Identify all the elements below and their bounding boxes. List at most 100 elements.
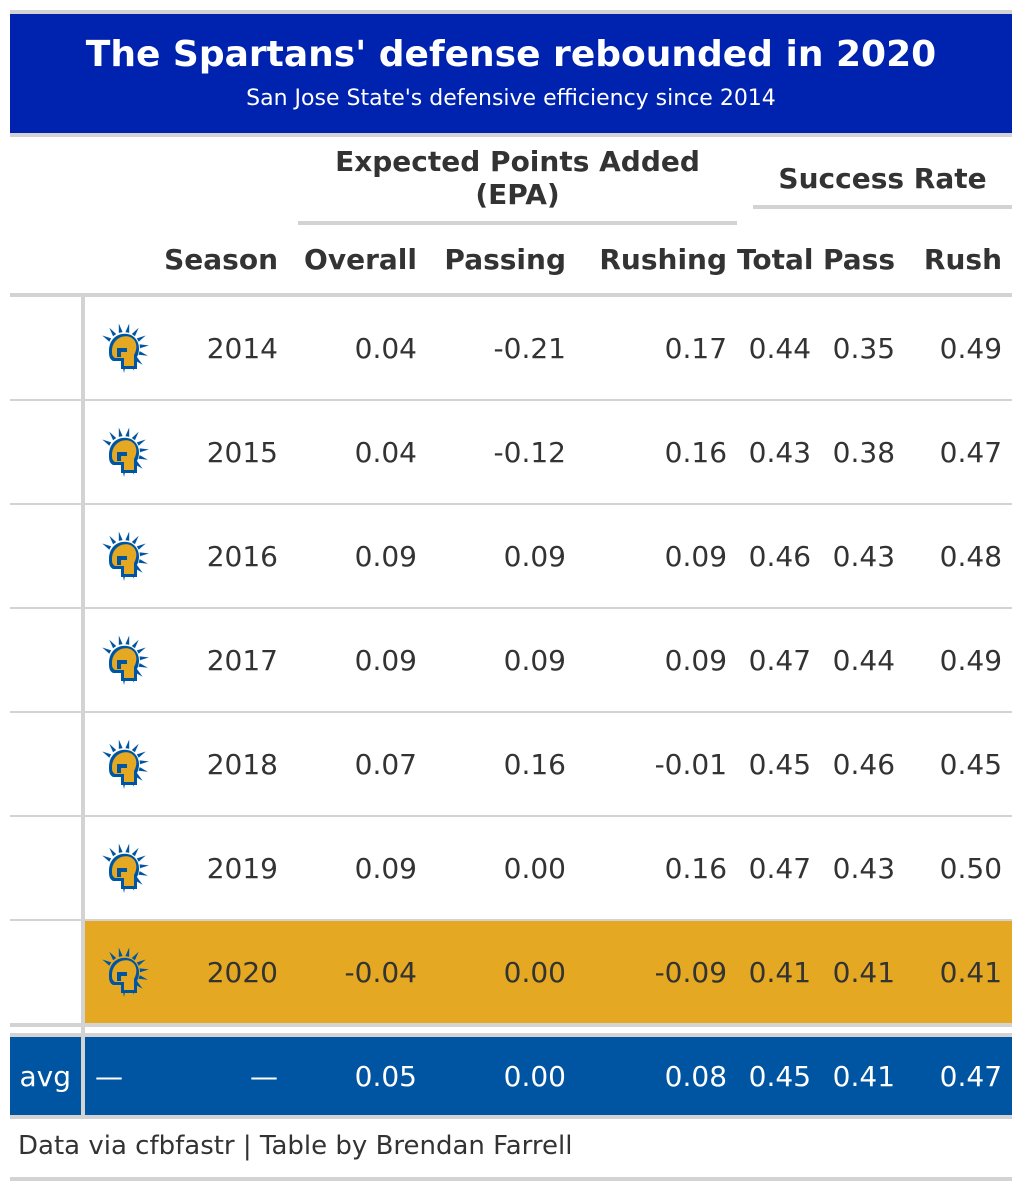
row-stub (10, 295, 85, 401)
cell-overall: 0.04 (288, 295, 427, 401)
table-row: 2014 0.04 -0.21 0.17 0.44 0.35 0.49 (10, 295, 1013, 401)
cell-rush: 0.45 (905, 712, 1013, 817)
summary-rush: 0.47 (905, 1035, 1013, 1115)
spartan-helmet-icon (99, 529, 149, 583)
cell-pass: 0.35 (821, 295, 906, 401)
team-logo-cell (83, 400, 156, 505)
source-note: Data via cfbfastr | Table by Brendan Far… (18, 1131, 573, 1161)
cell-overall: 0.09 (288, 608, 427, 713)
cell-rushing: 0.16 (576, 400, 738, 505)
cell-rush: 0.49 (905, 295, 1013, 401)
cell-pass: 0.43 (821, 504, 906, 609)
column-header-row: Season Overall Passing Rushing Total Pas… (10, 225, 1013, 297)
cell-total: 0.46 (737, 504, 822, 609)
col-total: Total (737, 225, 822, 297)
header-rule (10, 133, 1012, 137)
spanner-row: Expected Points Added (EPA) Success Rate (10, 137, 1013, 225)
summary-pass: 0.41 (821, 1035, 906, 1115)
cell-pass: 0.43 (821, 816, 906, 921)
row-stub (10, 920, 85, 1027)
summary-row: avg — — 0.05 0.00 0.08 0.45 0.41 0.47 (10, 1035, 1013, 1115)
cell-overall: -0.04 (288, 920, 427, 1027)
cell-passing: 0.09 (427, 608, 576, 713)
cell-passing: 0.00 (427, 920, 576, 1027)
col-pass: Pass (821, 225, 906, 297)
cell-passing: 0.09 (427, 504, 576, 609)
table-row: 2020 -0.04 0.00 -0.09 0.41 0.41 0.41 (10, 920, 1013, 1027)
cell-rush: 0.48 (905, 504, 1013, 609)
spartan-helmet-icon (99, 425, 149, 479)
cell-total: 0.41 (737, 920, 822, 1027)
cell-rush: 0.50 (905, 816, 1013, 921)
team-logo-cell (83, 920, 156, 1027)
spanner-epa: Expected Points Added (EPA) (298, 137, 738, 225)
cell-rushing: 0.09 (576, 608, 738, 713)
col-rush: Rush (905, 225, 1013, 297)
summary-passing: 0.00 (427, 1035, 576, 1115)
top-rule (10, 10, 1012, 14)
team-logo-cell (83, 295, 156, 401)
cell-passing: 0.16 (427, 712, 576, 817)
cell-pass: 0.38 (821, 400, 906, 505)
spartan-helmet-icon (99, 841, 149, 895)
cell-rushing: 0.16 (576, 816, 738, 921)
cell-season: 2015 (156, 400, 288, 505)
col-passing: Passing (427, 225, 576, 297)
cell-total: 0.47 (737, 816, 822, 921)
cell-overall: 0.07 (288, 712, 427, 817)
cell-passing: -0.21 (427, 295, 576, 401)
table-header: The Spartans' defense rebounded in 2020 … (10, 14, 1012, 133)
cell-season: 2016 (156, 504, 288, 609)
row-stub (10, 504, 85, 609)
summary-logo-cell: — (83, 1035, 156, 1115)
team-logo-cell (83, 816, 156, 921)
cell-rushing: -0.01 (576, 712, 738, 817)
cell-season: 2019 (156, 816, 288, 921)
row-stub (10, 816, 85, 921)
spartan-helmet-icon (99, 945, 149, 999)
cell-passing: 0.00 (427, 816, 576, 921)
summary-season: — (156, 1035, 288, 1115)
cell-season: 2018 (156, 712, 288, 817)
table-row: 2016 0.09 0.09 0.09 0.46 0.43 0.48 (10, 504, 1013, 609)
cell-overall: 0.09 (288, 504, 427, 609)
table-row: 2015 0.04 -0.12 0.16 0.43 0.38 0.47 (10, 400, 1013, 505)
team-logo-cell (83, 712, 156, 817)
cell-total: 0.44 (737, 295, 822, 401)
cell-season: 2017 (156, 608, 288, 713)
cell-pass: 0.41 (821, 920, 906, 1027)
cell-total: 0.45 (737, 712, 822, 817)
cell-total: 0.43 (737, 400, 822, 505)
cell-pass: 0.44 (821, 608, 906, 713)
table-container: The Spartans' defense rebounded in 2020 … (10, 10, 1013, 1181)
cell-season: 2020 (156, 920, 288, 1027)
table-row: 2017 0.09 0.09 0.09 0.47 0.44 0.49 (10, 608, 1013, 713)
bottom-rule (10, 1177, 1012, 1181)
row-stub (10, 608, 85, 713)
spartan-helmet-icon (99, 737, 149, 791)
col-season: Season (156, 225, 288, 297)
summary-overall: 0.05 (288, 1035, 427, 1115)
cell-rush: 0.41 (905, 920, 1013, 1027)
table-body: 2014 0.04 -0.21 0.17 0.44 0.35 0.49 2015 0.04 -0.… (10, 295, 1013, 1027)
spanner-success-rate: Success Rate (753, 154, 1013, 209)
table-row: 2018 0.07 0.16 -0.01 0.45 0.46 0.45 (10, 712, 1013, 817)
summary-gap (10, 1025, 1013, 1037)
row-stub (10, 400, 85, 505)
table-title: The Spartans' defense rebounded in 2020 (85, 34, 937, 75)
cell-passing: -0.12 (427, 400, 576, 505)
col-overall: Overall (288, 225, 427, 297)
cell-pass: 0.46 (821, 712, 906, 817)
cell-overall: 0.04 (288, 400, 427, 505)
team-logo-cell (83, 504, 156, 609)
team-logo-cell (83, 608, 156, 713)
row-stub (10, 712, 85, 817)
summary-label: avg (10, 1035, 85, 1115)
cell-rush: 0.49 (905, 608, 1013, 713)
table-subtitle: San Jose State's defensive efficiency si… (246, 86, 776, 111)
cell-overall: 0.09 (288, 816, 427, 921)
summary-total: 0.45 (737, 1035, 822, 1115)
cell-rush: 0.47 (905, 400, 1013, 505)
cell-season: 2014 (156, 295, 288, 401)
cell-rushing: 0.17 (576, 295, 738, 401)
